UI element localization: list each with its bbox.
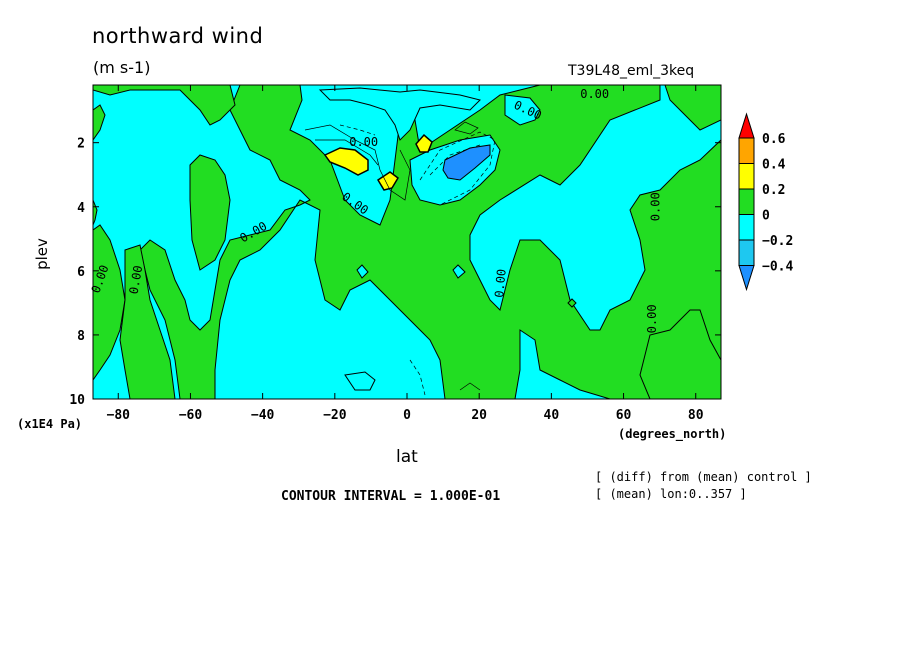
y-tick-label: 2: [77, 137, 85, 152]
cyan-hole-right-top: [504, 94, 541, 126]
colorbar-segment: [738, 188, 755, 215]
green-region-left-blob: [93, 104, 106, 141]
negative-contour-3: [339, 124, 376, 136]
footnote-mean: [ (mean) lon:0..357 ]: [595, 487, 747, 501]
contour-label: 0.00: [649, 192, 663, 221]
green-region-left-bottom: [119, 244, 176, 399]
y-axis-units: (x1E4 Pa): [17, 417, 83, 431]
colorbar-segment: [738, 163, 755, 190]
yellow-region-3: [415, 133, 433, 153]
yellow-small-diamond: [567, 298, 577, 308]
colorbar-label: 0.4: [762, 158, 786, 173]
contour-label: 0.00: [645, 304, 659, 333]
run-label: T39L48_eml_3keq: [568, 63, 695, 79]
x-tick-label: 0: [403, 408, 411, 423]
x-tick-label: 80: [688, 408, 704, 423]
colorbar-segment: [738, 137, 755, 164]
colorbar: 0.6 0.4 0.2 0 −0.2 −0.4: [738, 112, 793, 292]
x-axis-ticks: −80 −60 −40 −20 0 20 40 60 80: [107, 85, 704, 423]
x-tick-label: −40: [251, 408, 275, 423]
chart-units: (m s-1): [93, 58, 151, 77]
footnote-diff: [ (diff) from (mean) control ]: [595, 470, 812, 484]
green-region-left-upper-column: [189, 154, 231, 271]
positive-contour-2: [315, 139, 379, 166]
positive-contour-4: [459, 382, 481, 391]
x-axis-label: lat: [396, 447, 418, 467]
green-region-left-top: [93, 85, 236, 126]
positive-contour-1: [304, 124, 411, 201]
plot-area: [93, 85, 721, 399]
colorbar-label: 0.6: [762, 132, 786, 147]
contour-label: 0.00: [580, 87, 609, 101]
colorbar-top-triangle: [738, 112, 755, 139]
negative-contour-1: [419, 131, 496, 206]
cyan-hole-right-mid: [452, 264, 466, 279]
x-tick-label: −20: [323, 408, 347, 423]
cyan-hole-top: [318, 87, 481, 141]
colorbar-segment: [738, 214, 755, 241]
negative-contour-2: [429, 144, 481, 176]
y-axis-label: plev: [32, 238, 51, 270]
negative-contour-4: [409, 359, 426, 396]
colorbar-label: 0: [762, 209, 770, 224]
x-axis-units: (degrees_north): [618, 427, 727, 441]
green-region-far-left-bottom: [93, 224, 126, 381]
colorbar-label: −0.2: [762, 234, 793, 249]
colorbar-label: 0.2: [762, 183, 785, 198]
y-tick-label: 6: [77, 265, 85, 280]
colorbar-segment: [738, 239, 755, 266]
contour-label: 0.00: [349, 135, 378, 149]
blue-region-negative: [442, 144, 491, 181]
x-tick-label: −60: [179, 408, 203, 423]
cyan-hole-center-bottom: [344, 371, 376, 391]
y-tick-label: 4: [77, 201, 85, 216]
contour-interval-text: CONTOUR INTERVAL = 1.000E-01: [281, 489, 501, 504]
chart-title: northward wind: [92, 24, 264, 48]
yellow-region-2: [376, 171, 399, 191]
colorbar-bottom-triangle: [738, 265, 755, 292]
green-region-top-center: [139, 85, 721, 399]
colorbar-label: −0.4: [762, 260, 793, 275]
y-tick-label: 10: [69, 393, 85, 408]
positive-contour-3: [454, 121, 479, 135]
x-tick-label: −80: [107, 408, 131, 423]
yellow-region-1: [323, 147, 369, 176]
y-tick-label: 8: [77, 329, 85, 344]
green-region-right-top: [664, 85, 721, 131]
cyan-hole-mid: [356, 264, 369, 279]
x-tick-label: 40: [544, 408, 560, 423]
y-axis-ticks: 2 4 6 8 10: [69, 137, 721, 408]
contour-label: 0.00: [127, 264, 146, 295]
contour-label: 0.00: [492, 268, 508, 298]
x-tick-label: 60: [616, 408, 632, 423]
x-tick-label: 20: [471, 408, 487, 423]
